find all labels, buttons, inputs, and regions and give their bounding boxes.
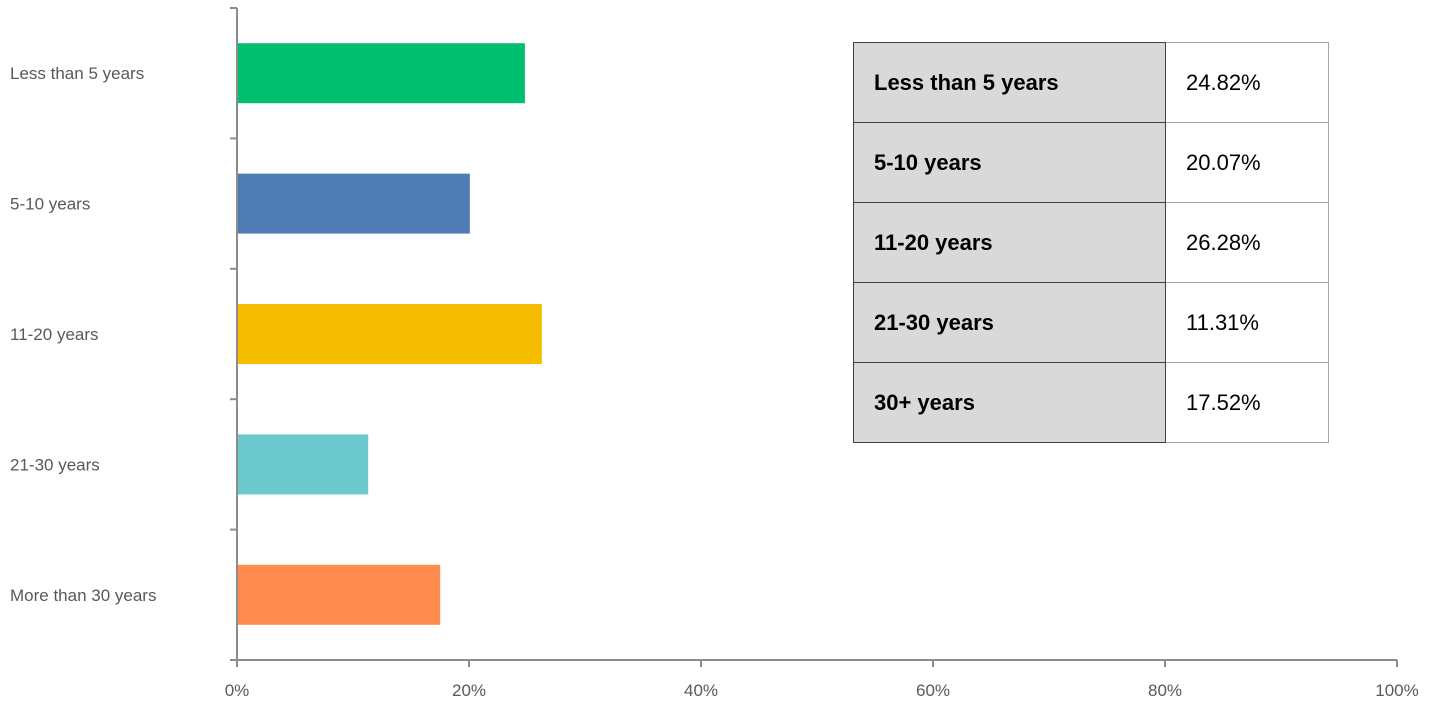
bar <box>237 304 542 364</box>
table-row: 5-10 years 20.07% <box>853 122 1329 203</box>
summary-table: Less than 5 years 24.82% 5-10 years 20.0… <box>853 42 1329 443</box>
value-tick-label: 80% <box>1148 681 1182 700</box>
table-row-value: 17.52% <box>1165 362 1329 443</box>
table-row-label: 5-10 years <box>853 122 1166 203</box>
table-row-value: 20.07% <box>1165 122 1329 203</box>
bar <box>237 564 441 625</box>
value-tick-label: 40% <box>684 681 718 700</box>
table-row: 21-30 years 11.31% <box>853 282 1329 363</box>
category-label: 5-10 years <box>10 195 90 214</box>
value-tick-label: 0% <box>225 681 250 700</box>
table-row: 11-20 years 26.28% <box>853 202 1329 283</box>
table-row-label: 11-20 years <box>853 202 1166 283</box>
category-label: Less than 5 years <box>10 64 144 83</box>
table-row-value: 11.31% <box>1165 282 1329 363</box>
table-row-value: 24.82% <box>1165 42 1329 123</box>
bar <box>237 43 525 104</box>
table-row: Less than 5 years 24.82% <box>853 42 1329 123</box>
table-row-value: 26.28% <box>1165 202 1329 283</box>
table-row-label: 21-30 years <box>853 282 1166 363</box>
bar <box>237 434 369 495</box>
value-tick-label: 100% <box>1375 681 1418 700</box>
bar <box>237 173 470 234</box>
table-row-label: 30+ years <box>853 362 1166 443</box>
table-row: 30+ years 17.52% <box>853 362 1329 443</box>
value-tick-label: 60% <box>916 681 950 700</box>
value-tick-label: 20% <box>452 681 486 700</box>
table-row-label: Less than 5 years <box>853 42 1166 123</box>
category-label: 21-30 years <box>10 455 100 474</box>
category-label: 11-20 years <box>10 325 99 344</box>
category-label: More than 30 years <box>10 586 156 605</box>
